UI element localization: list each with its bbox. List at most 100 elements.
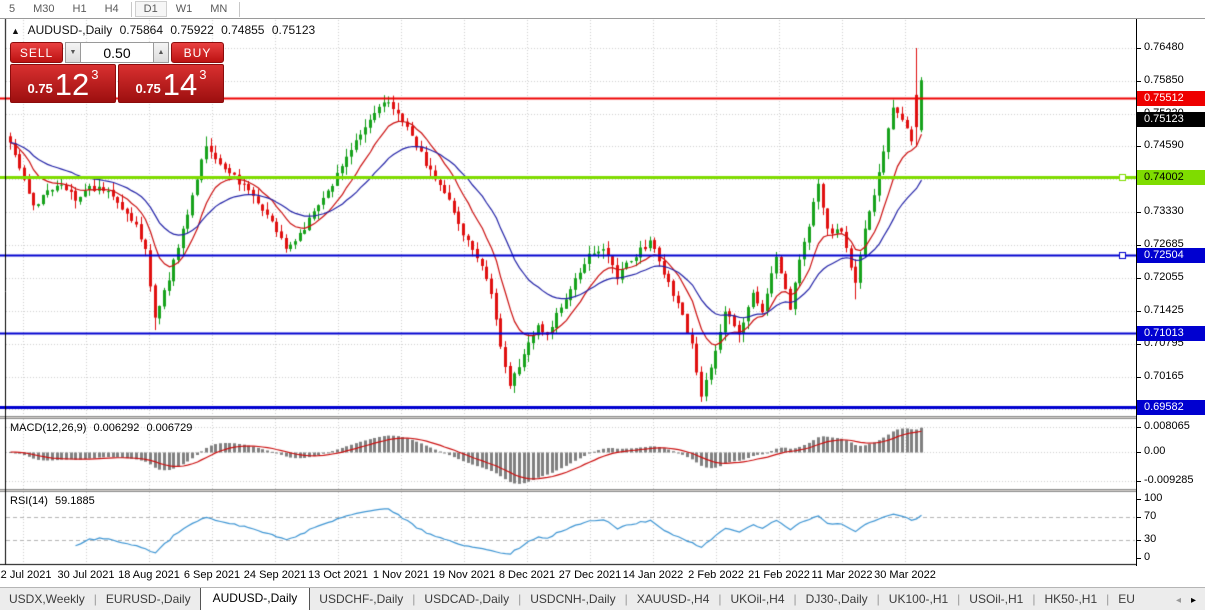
macd-axis-label: -0.009285 [1137,474,1205,488]
chart-tab-dj30-daily[interactable]: DJ30-,Daily [805,592,868,606]
timeframe-button-5[interactable]: 5 [9,3,16,15]
chart-tab-ukoil-h4[interactable]: UKOil-,H4 [730,592,785,606]
chart-tab-hk50-h1[interactable]: HK50-,H1 [1044,592,1098,606]
sell-price-button[interactable]: 0.75 12 3 [10,64,116,103]
rsi-axis-label: 0 [1137,551,1205,565]
timeframe-button-h4[interactable]: H4 [104,3,119,15]
price-grid-label: 0.70165 [1137,370,1205,384]
toolbar-separator [130,1,132,17]
tab-separator: | [957,592,961,606]
date-label: 24 Sep 2021 [243,569,307,581]
price-grid-label: 0.71425 [1137,304,1205,318]
macd-axis-label: 0.00 [1137,445,1205,459]
collapse-triangle-icon[interactable]: ▲ [11,26,20,36]
date-axis: 12 Jul 2021 30 Jul 2021 18 Aug 2021 6 Sep 2… [0,566,1136,587]
rsi-axis-label: 70 [1137,510,1205,524]
chart-tab-eurusd-daily[interactable]: EURUSD-,Daily [105,592,191,606]
tab-separator: | [412,592,416,606]
macd-name: MACD(12,26,9) [10,422,87,434]
chart-tab-bar: USDX,Weekly | EURUSD-,Daily AUDUSD-,Daily US… [0,587,1205,610]
date-label: 6 Sep 2021 [183,569,241,581]
tab-separator: | [624,592,628,606]
macd-value-2: 0.006729 [146,422,193,434]
tab-separator: | [93,592,97,606]
date-label: 12 Jul 2021 [0,569,52,581]
chart-tab-uk100-h1[interactable]: UK100-,H1 [888,592,949,606]
timeframe-button-d1[interactable]: D1 [134,1,167,17]
date-label: 14 Jan 2022 [622,569,684,581]
date-label: 11 Mar 2022 [811,569,873,581]
timeframe-button-m30[interactable]: M30 [33,3,55,15]
buy-price-point: 3 [199,67,207,82]
chart-tab-usdchf-daily[interactable]: USDCHF-,Daily [319,592,404,606]
scroll-tabs-left-icon[interactable]: ◂ [1175,595,1181,606]
toolbar-separator [239,1,241,17]
date-label: 30 Mar 2022 [874,569,936,581]
tab-separator: | [793,592,797,606]
sell-button[interactable]: SELL [10,42,63,63]
date-label: 1 Nov 2021 [372,569,430,581]
date-label: 27 Dec 2021 [558,569,622,581]
date-label: 13 Oct 2021 [308,569,368,581]
ohlc-open: 0.75864 [119,23,164,37]
sell-price-prefix: 0.75 [27,81,53,96]
price-grid-label: 0.75850 [1137,74,1205,88]
date-label: 30 Jul 2021 [57,569,115,581]
price-grid-label: 0.73330 [1137,205,1205,219]
price-tag: 0.75512 [1137,91,1205,107]
price-axis: 0.764800.758500.752200.745900.739600.733… [1136,19,1205,566]
price-grid-label: 0.76480 [1137,41,1205,55]
price-tag: 0.69582 [1137,399,1205,415]
chart-header: ▲ AUDUSD-,Daily 0.75864 0.75922 0.74855 … [11,23,319,37]
timeframe-button-w1[interactable]: W1 [175,3,193,15]
volume-increase-button[interactable]: ▲ [153,42,169,63]
timeframe-button-mn[interactable]: MN [210,3,228,15]
scroll-tabs-right-icon[interactable]: ▸ [1190,595,1196,606]
sell-price-pips: 12 [54,67,90,102]
ohlc-high: 0.75922 [170,23,214,37]
tab-separator: | [1106,592,1110,606]
price-grid-label: 0.72055 [1137,271,1205,285]
price-tag: 0.75123 [1137,111,1205,127]
price-tag: 0.71013 [1137,325,1205,341]
buy-price-button[interactable]: 0.75 14 3 [118,64,224,103]
buy-price-prefix: 0.75 [135,81,161,96]
rsi-name: RSI(14) [10,495,48,507]
chart-tab-usdcad-daily[interactable]: USDCAD-,Daily [424,592,510,606]
chart-tab-eu[interactable]: EU [1118,592,1135,606]
macd-label: MACD(12,26,9) 0.006292 0.006729 [10,422,196,434]
price-grid-label: 0.74590 [1137,139,1205,153]
sell-price-point: 3 [91,67,99,82]
rsi-axis-label: 100 [1137,492,1205,506]
volume-input[interactable] [81,42,153,63]
buy-price-pips: 14 [162,67,198,102]
price-chart-canvas[interactable] [0,19,1137,566]
ohlc-low: 0.74855 [221,23,265,37]
tab-separator: | [518,592,522,606]
timeframe-button-h1[interactable]: H1 [72,3,87,15]
tab-separator: | [1032,592,1036,606]
date-label: 8 Dec 2021 [498,569,556,581]
rsi-value: 59.1885 [54,495,95,507]
rsi-axis-label: 30 [1137,533,1205,547]
date-label: 2 Feb 2022 [688,569,744,581]
buy-button[interactable]: BUY [171,42,224,63]
chart-tab-usdx-weekly[interactable]: USDX,Weekly [9,592,85,606]
chart-title: AUDUSD-,Daily [27,23,113,37]
chart-tab-usdcnh-daily[interactable]: USDCNH-,Daily [530,592,616,606]
volume-decrease-button[interactable]: ▼ [65,42,81,63]
price-tag: 0.72504 [1137,247,1205,263]
macd-axis-label: 0.008065 [1137,420,1205,434]
chart-tab-usoil-h1[interactable]: USOil-,H1 [969,592,1024,606]
chart-tab-audusd-daily[interactable]: AUDUSD-,Daily [199,588,311,610]
macd-value-1: 0.006292 [93,422,140,434]
chart-tab-xauusd-h4[interactable]: XAUUSD-,H4 [636,592,710,606]
one-click-trade-panel: SELL ▼ ▲ BUY 0.75 12 3 0.75 14 3 [10,42,224,103]
date-label: 18 Aug 2021 [118,569,180,581]
tab-separator: | [876,592,880,606]
tab-scroll-controls: ◂ ▸ [1171,595,1205,610]
ohlc-close: 0.75123 [271,23,316,37]
date-label: 19 Nov 2021 [432,569,496,581]
date-label: 21 Feb 2022 [748,569,810,581]
